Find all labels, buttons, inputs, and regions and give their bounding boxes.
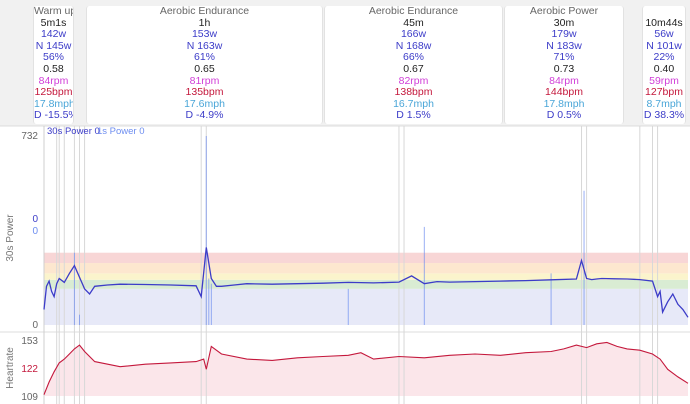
power-zone-band [44,273,688,280]
interval-cadence: 82rpm [398,75,429,87]
interval-avg-power: 56w [654,29,674,41]
interval-duration: 5m1s [40,17,67,29]
power-zone-band [44,279,688,289]
interval-intensity-factor: 0.65 [194,63,215,75]
interval-card-2[interactable]: Aerobic Endurance 45m 166w N 168w 66% 0.… [324,6,503,124]
interval-speed: 17.8mph [34,98,73,110]
interval-intensity-factor: 0.58 [43,63,64,75]
power-30s-cursor-value: 0 [32,214,38,225]
interval-ftp-percent: 56% [42,52,64,64]
interval-cadence: 84rpm [38,75,69,87]
interval-avg-power: 142w [40,29,67,41]
interval-decoupling: D -15.5% [34,110,73,122]
interval-decoupling: D 0.5% [546,110,582,122]
interval-duration: 45m [403,17,424,29]
interval-title: Warm up [34,6,73,17]
interval-avg-power: 153w [191,29,218,41]
y-tick-label: 153 [21,336,38,347]
interval-card-1[interactable]: Aerobic Endurance 1h 153w N 163w 61% 0.6… [86,6,323,124]
interval-speed: 8.7mph [646,98,682,110]
interval-title: Aerobic Endurance [368,6,459,17]
power-30s-line [43,247,689,318]
legend-30s-power: 30s Power 0 [47,126,100,137]
interval-normalized-power: N 168w [395,40,432,52]
interval-heartrate: 125bpm [34,87,73,99]
interval-decoupling: D 1.5% [396,110,431,122]
y-tick-label: 732 [21,131,38,142]
heartrate-area [44,342,688,396]
interval-ftp-percent: 66% [402,52,424,64]
interval-duration: 30m [553,17,575,29]
power-1s-cursor-value: 0 [32,226,38,237]
interval-intensity-factor: 0.73 [553,63,575,75]
interval-ftp-percent: 22% [653,52,675,64]
interval-intensity-factor: 0.40 [653,63,675,75]
interval-ftp-percent: 61% [193,52,215,64]
y-tick-label: 122 [21,364,38,375]
interval-avg-power: 166w [400,29,427,41]
interval-speed: 16.7mph [393,98,434,110]
interval-title: Aerobic Endurance [159,6,250,17]
interval-cadence: 81rpm [189,75,220,87]
interval-title: Aerobic Power [529,6,599,17]
heartrate-line [43,341,689,395]
interval-heartrate: 144bpm [545,87,583,99]
interval-heartrate: 135bpm [185,87,224,99]
power-zone-band [44,252,688,264]
interval-duration: 1h [198,17,211,29]
legend-1s-power: 1s Power 0 [97,126,145,137]
interval-avg-power: 179w [551,29,577,41]
y-tick-label: 0 [32,320,38,331]
power-zone-band [44,288,688,325]
interval-card-4[interactable]: 10m44s 56w N 101w 22% 0.40 59rpm 127bpm … [642,6,686,124]
interval-title [643,6,685,18]
interval-speed: 17.6mph [184,98,225,110]
interval-normalized-power: N 163w [186,40,223,52]
power-zone-band [44,263,688,274]
interval-speed: 17.8mph [543,98,585,110]
interval-decoupling: D -4.9% [185,110,224,122]
interval-cadence: 84rpm [549,75,579,87]
interval-intensity-factor: 0.67 [403,63,424,75]
interval-decoupling: D 38.3% [643,110,685,122]
y-axis-label: Heartrate [5,347,16,389]
interval-cadence: 59rpm [649,75,679,87]
interval-normalized-power: N 145w [35,40,72,52]
interval-ftp-percent: 71% [553,52,575,64]
y-axis-label: 30s Power [5,214,16,262]
interval-card-0[interactable]: Warm up 5m1s 142w N 145w 56% 0.58 84rpm … [33,6,74,124]
interval-heartrate: 127bpm [645,87,683,99]
interval-heartrate: 138bpm [394,87,433,99]
interval-duration: 10m44s [645,17,683,29]
interval-card-3[interactable]: Aerobic Power 30m 179w N 183w 71% 0.73 8… [504,6,624,124]
interval-normalized-power: N 183w [546,40,582,52]
interval-normalized-power: N 101w [646,40,682,52]
y-tick-label: 109 [21,392,38,403]
